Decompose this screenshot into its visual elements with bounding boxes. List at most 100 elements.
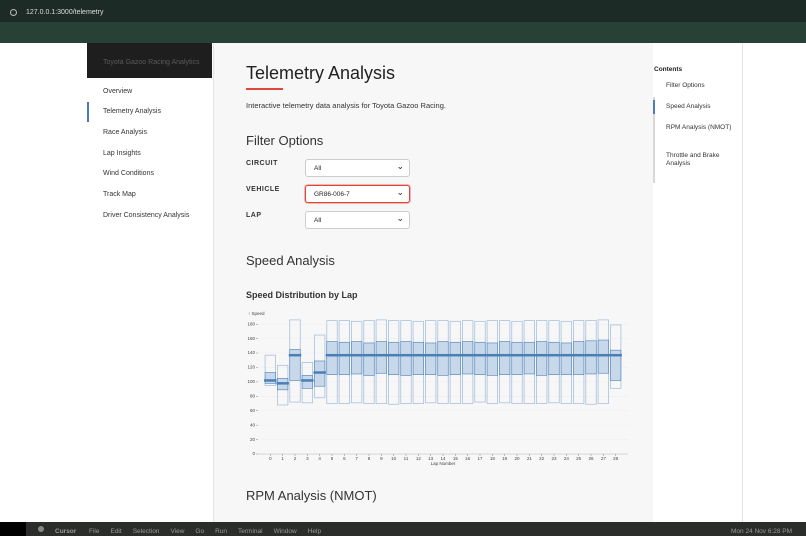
filter-label: CIRCUIT bbox=[246, 160, 278, 167]
filter-label: VEHICLE bbox=[246, 186, 280, 193]
y-tick-label: 40 bbox=[250, 422, 256, 427]
x-tick-label: 28 bbox=[613, 456, 619, 461]
url[interactable]: 127.0.0.1:3000/telemetry bbox=[26, 9, 104, 16]
nav-link[interactable]: Telemetry Analysis bbox=[103, 108, 161, 115]
x-tick-label: 27 bbox=[601, 456, 607, 461]
box bbox=[351, 341, 363, 375]
box bbox=[388, 341, 400, 375]
box bbox=[548, 341, 560, 375]
box bbox=[363, 342, 375, 376]
y-tick-label: 160 bbox=[247, 336, 255, 341]
x-tick-label: 17 bbox=[477, 456, 483, 461]
x-tick-label: 24 bbox=[564, 456, 570, 461]
filter-select[interactable]: All ⌄ bbox=[305, 211, 410, 229]
box bbox=[425, 342, 437, 375]
box bbox=[449, 341, 461, 375]
menu-item[interactable]: Terminal bbox=[238, 528, 263, 535]
x-tick-label: 14 bbox=[440, 456, 446, 461]
box bbox=[523, 341, 535, 375]
x-tick-label: 2 bbox=[294, 456, 297, 461]
menu-item[interactable]: Selection bbox=[132, 528, 160, 535]
box bbox=[573, 341, 585, 375]
clock: Mon 24 Nov 6:28 PM bbox=[731, 528, 793, 535]
y-tick-label: 100 bbox=[247, 379, 255, 384]
filter-select[interactable]: GR86-006-7 ⌄ bbox=[305, 185, 410, 203]
title-underline bbox=[246, 88, 283, 90]
x-tick-label: 22 bbox=[539, 456, 545, 461]
menu-item[interactable]: Go bbox=[195, 528, 205, 535]
y-tick-label: 80 bbox=[250, 394, 256, 399]
x-tick-label: 10 bbox=[391, 456, 397, 461]
intro: Interactive telemetry data analysis for … bbox=[246, 101, 446, 110]
menu-item[interactable]: Window bbox=[273, 528, 297, 535]
page-title: Telemetry Analysis bbox=[246, 63, 396, 83]
box bbox=[511, 341, 523, 375]
x-tick-label: 20 bbox=[514, 456, 520, 461]
x-tick-label: 5 bbox=[331, 456, 334, 461]
toc-link[interactable]: RPM Analysis (NMOT) bbox=[666, 124, 732, 131]
x-tick-label: 7 bbox=[355, 456, 358, 461]
menu-item[interactable]: Run bbox=[215, 528, 228, 535]
box bbox=[536, 341, 548, 376]
dropdown-arrow: ⌄ bbox=[396, 187, 404, 197]
box bbox=[560, 342, 572, 375]
y-tick-label: 0 bbox=[252, 451, 255, 456]
nav-link[interactable]: Race Analysis bbox=[103, 129, 147, 136]
brand-box bbox=[87, 43, 212, 78]
nav-link[interactable]: Track Map bbox=[103, 191, 136, 198]
nav-link[interactable]: Overview bbox=[103, 88, 133, 95]
x-tick-label: 18 bbox=[490, 456, 496, 461]
box bbox=[499, 341, 511, 375]
box bbox=[474, 341, 486, 375]
box bbox=[400, 341, 412, 376]
nav-link[interactable]: Wind Conditions bbox=[103, 170, 154, 177]
x-tick-label: 12 bbox=[416, 456, 422, 461]
toc-link[interactable]: Speed Analysis bbox=[666, 103, 711, 110]
x-tick-label: 26 bbox=[588, 456, 594, 461]
x-tick-label: 3 bbox=[306, 456, 309, 461]
box bbox=[486, 342, 498, 376]
box bbox=[326, 341, 338, 375]
section-heading: Speed Analysis bbox=[246, 253, 335, 268]
filter-select[interactable]: All ⌄ bbox=[305, 159, 410, 177]
toc-link[interactable]: Throttle and Brake Analysis bbox=[666, 152, 720, 167]
nav-link[interactable]: Lap Insights bbox=[103, 150, 141, 157]
y-tick-label: 20 bbox=[250, 437, 256, 442]
apple-icon[interactable] bbox=[38, 526, 44, 532]
box bbox=[264, 372, 276, 384]
x-tick-label: 25 bbox=[576, 456, 582, 461]
x-tick-label: 16 bbox=[465, 456, 471, 461]
active-indicator bbox=[87, 102, 89, 122]
y-tick-label: 180 bbox=[247, 321, 255, 326]
menu-bar bbox=[0, 522, 806, 536]
y-axis-label: ↑ Speed bbox=[248, 311, 265, 316]
main-content bbox=[214, 43, 653, 522]
menu-item[interactable]: File bbox=[89, 528, 100, 535]
dropdown-arrow: ⌄ bbox=[396, 213, 404, 223]
site-info-icon[interactable] bbox=[10, 9, 17, 16]
menu-item[interactable]: Help bbox=[307, 528, 322, 535]
menu-item[interactable]: View bbox=[170, 528, 185, 535]
brand: Toyota Gazoo Racing Analytics bbox=[103, 59, 200, 66]
nav-link[interactable]: Driver Consistency Analysis bbox=[103, 212, 190, 219]
menu-app[interactable]: Cursor bbox=[55, 528, 77, 535]
y-tick-label: 140 bbox=[247, 350, 255, 355]
box bbox=[610, 349, 622, 381]
box bbox=[301, 375, 313, 389]
x-tick-label: 9 bbox=[380, 456, 383, 461]
box bbox=[437, 341, 449, 376]
toc-heading: Contents bbox=[654, 66, 683, 73]
toc-link[interactable]: Filter Options bbox=[666, 82, 705, 89]
x-tick-label: 21 bbox=[527, 456, 533, 461]
section-heading: RPM Analysis (NMOT) bbox=[246, 488, 377, 503]
x-tick-label: 23 bbox=[551, 456, 557, 461]
box bbox=[338, 341, 350, 375]
box bbox=[412, 341, 424, 375]
toolbar-strip bbox=[0, 22, 806, 43]
menu-item[interactable]: Edit bbox=[110, 528, 122, 535]
x-tick-label: 11 bbox=[404, 456, 409, 461]
filter-label: LAP bbox=[246, 212, 262, 219]
box bbox=[462, 341, 474, 375]
box bbox=[375, 341, 387, 374]
